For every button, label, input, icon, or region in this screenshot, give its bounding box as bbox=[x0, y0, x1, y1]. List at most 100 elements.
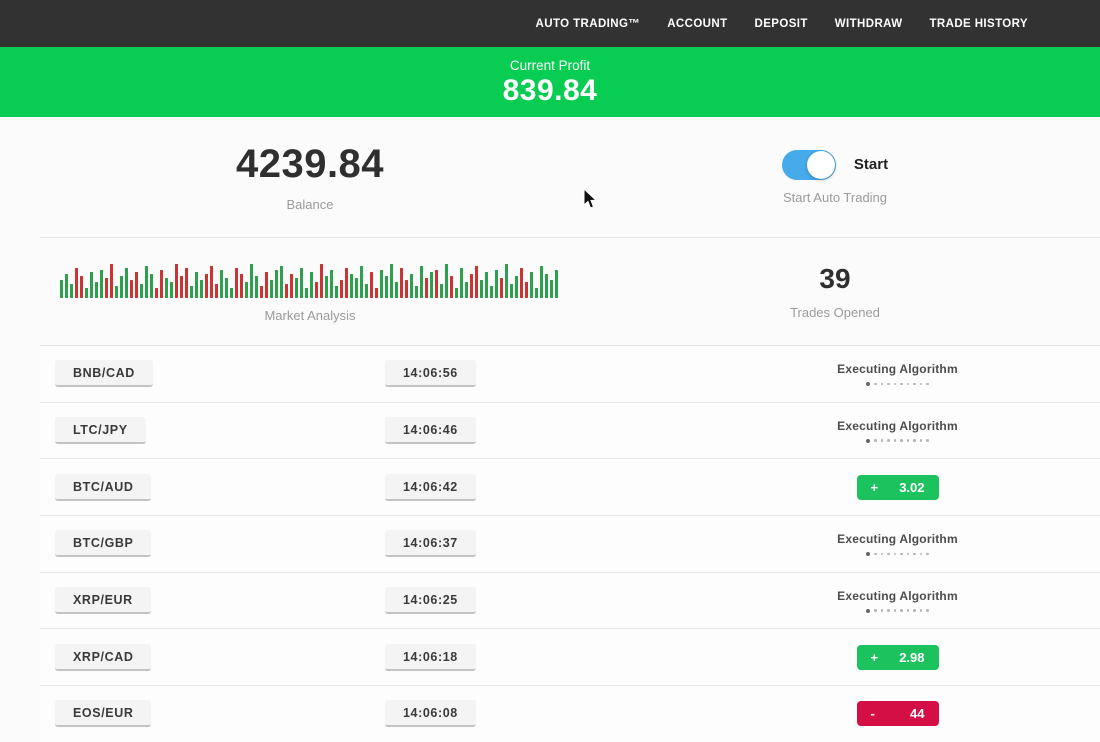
market-bar bbox=[190, 286, 193, 298]
market-bar bbox=[230, 288, 233, 298]
market-bar bbox=[505, 264, 508, 298]
market-bar bbox=[470, 274, 473, 298]
nav-item-deposit[interactable]: DEPOSIT bbox=[754, 17, 808, 30]
progress-dot bbox=[874, 439, 877, 442]
market-bar bbox=[365, 284, 368, 298]
time-chip: 14:06:08 bbox=[385, 700, 476, 728]
progress-dot bbox=[893, 439, 897, 442]
nav-item-withdraw[interactable]: WITHDRAW bbox=[834, 17, 903, 30]
result-amount: 3.02 bbox=[899, 479, 925, 495]
auto-trading-cell: Start Start Auto Trading bbox=[620, 117, 1100, 237]
progress-dot bbox=[887, 609, 890, 612]
balance-value: 4239.84 bbox=[235, 142, 385, 186]
progress-dot bbox=[926, 439, 929, 442]
market-bar bbox=[175, 264, 178, 298]
market-bar bbox=[345, 268, 348, 298]
progress-dot bbox=[900, 552, 903, 556]
market-analysis-cell: Market Analysis bbox=[0, 238, 620, 345]
trade-row: LTC/JPY 14:06:46 Executing Algorithm bbox=[40, 402, 1100, 460]
trades-opened-label: Trades Opened bbox=[790, 305, 880, 320]
market-bar bbox=[290, 274, 293, 298]
trade-status-cell: +2.98 bbox=[715, 644, 1100, 670]
balance-section: 4239.84 Balance Start Start Auto Trading bbox=[0, 117, 1100, 237]
market-bar bbox=[65, 274, 68, 298]
progress-dot bbox=[906, 382, 910, 386]
nav-item-account[interactable]: ACCOUNT bbox=[667, 17, 728, 30]
market-bar bbox=[295, 278, 298, 298]
market-bar bbox=[335, 286, 338, 298]
market-bar bbox=[85, 288, 88, 298]
market-bar bbox=[255, 276, 258, 298]
progress-dot bbox=[887, 382, 890, 386]
progress-dot bbox=[893, 382, 897, 386]
market-bar bbox=[195, 272, 198, 298]
progress-dot bbox=[900, 609, 903, 612]
market-bar bbox=[90, 272, 93, 298]
progress-dot bbox=[926, 382, 929, 386]
market-bar bbox=[370, 272, 373, 298]
market-bar bbox=[540, 266, 543, 298]
profit-badge: +3.02 bbox=[856, 474, 939, 500]
progress-dot bbox=[906, 439, 910, 442]
market-bar bbox=[220, 270, 223, 298]
trades-list: BNB/CAD 14:06:56 Executing Algorithm LTC… bbox=[40, 345, 1100, 742]
market-bar bbox=[440, 284, 443, 298]
market-bar bbox=[130, 280, 133, 298]
market-bar bbox=[510, 284, 513, 298]
nav-item-trade-history[interactable]: TRADE HISTORY bbox=[929, 17, 1028, 30]
market-bar bbox=[450, 276, 453, 298]
result-sign: + bbox=[870, 649, 879, 665]
pair-chip: BNB/CAD bbox=[55, 360, 153, 388]
market-bar bbox=[490, 286, 493, 298]
auto-trading-toggle[interactable] bbox=[781, 149, 836, 180]
market-bar bbox=[525, 282, 528, 298]
progress-dot bbox=[913, 609, 916, 612]
time-chip: 14:06:46 bbox=[385, 417, 476, 445]
time-chip: 14:06:56 bbox=[385, 360, 476, 388]
trade-row: XRP/EUR 14:06:25 Executing Algorithm bbox=[40, 572, 1100, 630]
market-bar bbox=[420, 266, 423, 298]
trade-status-cell: Executing Algorithm bbox=[715, 532, 1100, 556]
executing-algorithm-label: Executing Algorithm bbox=[837, 418, 958, 433]
market-bar bbox=[480, 280, 483, 298]
loss-badge: - 44 bbox=[856, 701, 939, 727]
balance-label: Balance bbox=[286, 197, 334, 212]
progress-dot bbox=[906, 609, 910, 612]
market-bar bbox=[315, 282, 318, 298]
trade-status-cell: +3.02 bbox=[715, 474, 1100, 500]
market-bar bbox=[145, 266, 148, 298]
nav-item-auto-trading[interactable]: AUTO TRADING™ bbox=[535, 17, 641, 30]
market-bar bbox=[150, 274, 153, 298]
market-bar bbox=[520, 268, 523, 298]
pair-chip: XRP/EUR bbox=[55, 587, 151, 615]
current-profit-label: Current Profit bbox=[509, 58, 591, 73]
progress-dots-indicator bbox=[866, 608, 929, 613]
progress-dots-indicator bbox=[866, 381, 929, 386]
pair-chip: LTC/JPY bbox=[55, 417, 146, 445]
progress-dot bbox=[893, 552, 897, 556]
progress-dot bbox=[887, 552, 890, 556]
market-bar bbox=[465, 282, 468, 298]
market-bar bbox=[60, 280, 63, 298]
top-navigation-bar: AUTO TRADING™ ACCOUNT DEPOSIT WITHDRAW TRADE… bbox=[0, 0, 1100, 47]
progress-dot bbox=[866, 551, 871, 556]
market-bar bbox=[545, 274, 548, 298]
market-bar bbox=[340, 280, 343, 298]
progress-dot bbox=[866, 438, 871, 443]
market-bar bbox=[550, 280, 553, 298]
trades-opened-value: 39 bbox=[819, 263, 851, 294]
market-bar bbox=[305, 288, 308, 298]
pair-chip: XRP/CAD bbox=[55, 643, 152, 671]
market-bar bbox=[555, 270, 558, 298]
market-bar bbox=[445, 264, 448, 298]
market-bar bbox=[140, 284, 143, 298]
progress-dot bbox=[880, 552, 884, 556]
market-bar bbox=[515, 276, 518, 298]
profit-badge: +2.98 bbox=[856, 644, 939, 670]
market-bar bbox=[100, 270, 103, 298]
market-bar bbox=[320, 264, 323, 298]
market-bar bbox=[110, 264, 113, 298]
market-bar bbox=[300, 268, 303, 298]
result-amount: 2.98 bbox=[899, 649, 925, 665]
market-bar bbox=[460, 268, 463, 298]
